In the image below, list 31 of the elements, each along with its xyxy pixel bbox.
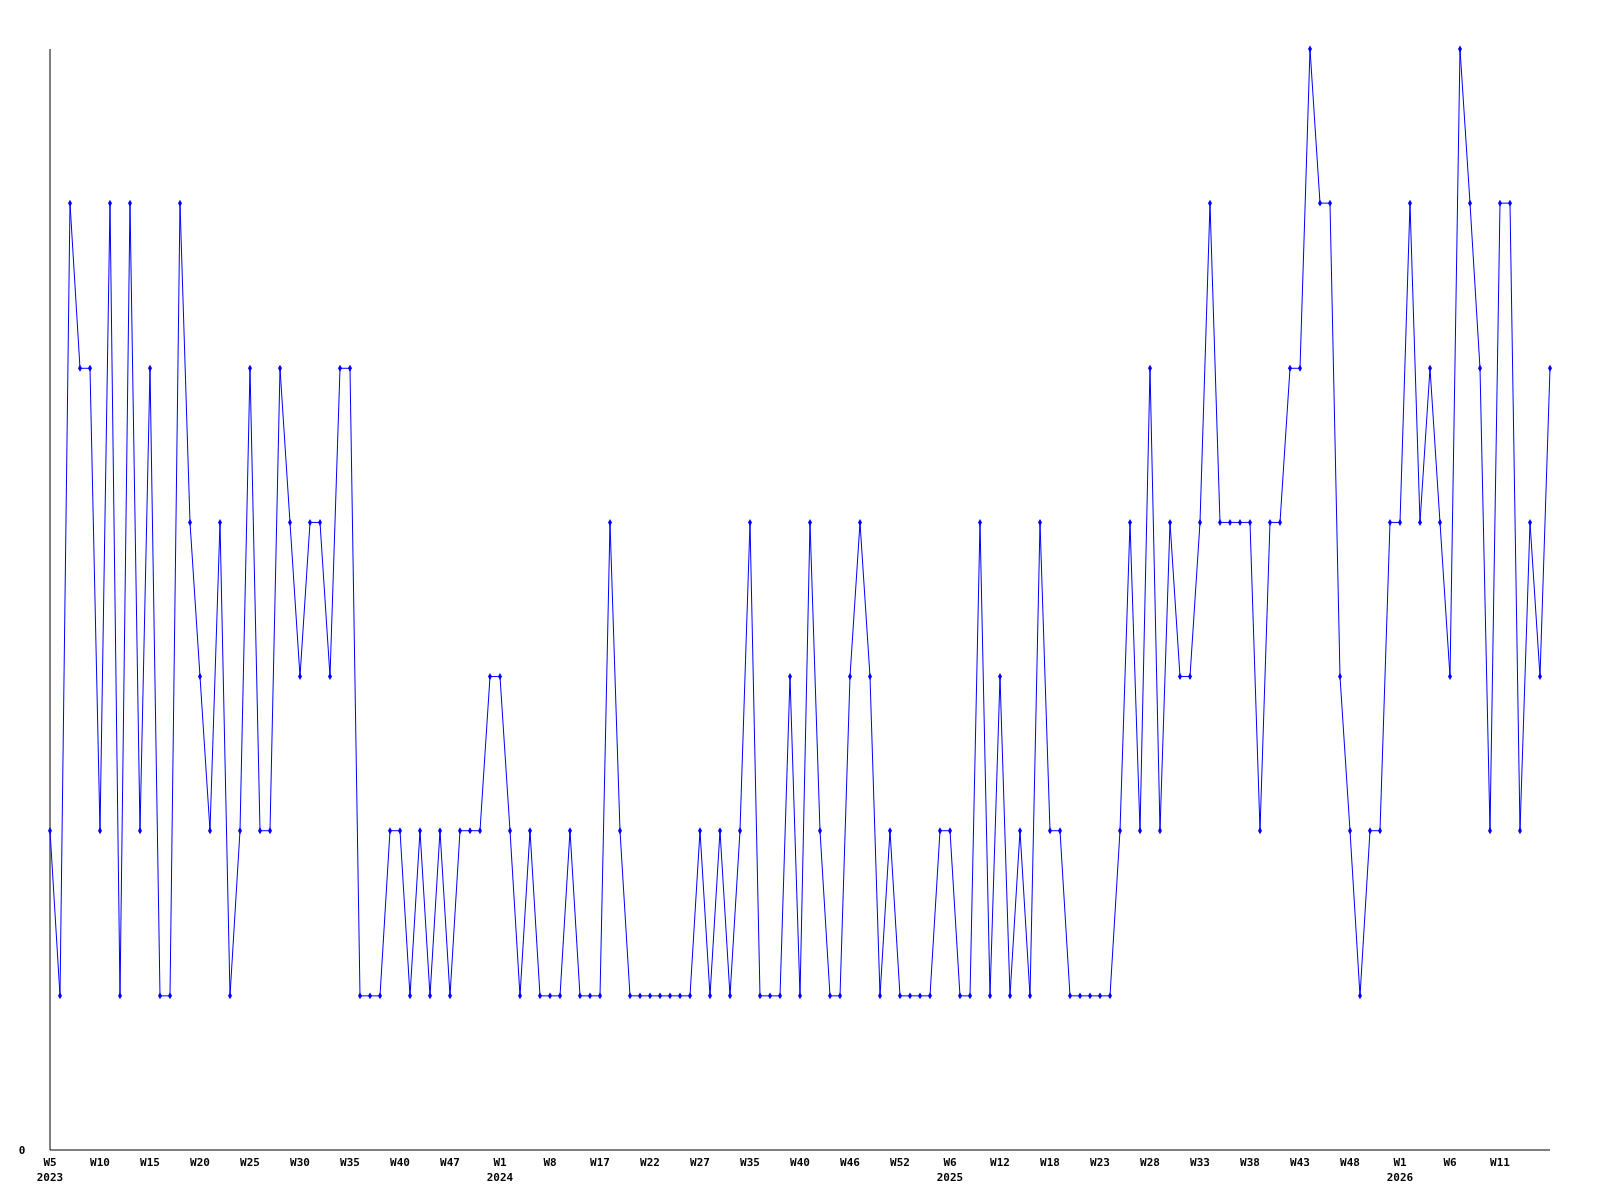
x-tick-label: W35: [340, 1156, 360, 1169]
x-tick-label: W43: [1290, 1156, 1310, 1169]
x-tick-label: W35: [740, 1156, 760, 1169]
x-tick-label: W15: [140, 1156, 160, 1169]
x-tick-label: W47: [440, 1156, 460, 1169]
x-tick-label: W40: [390, 1156, 410, 1169]
x-tick-label: W18: [1040, 1156, 1060, 1169]
x-tick-label: W8: [543, 1156, 557, 1169]
text: 0: [18, 1144, 26, 1157]
x-tick-label: W25: [240, 1156, 260, 1169]
x-tick-label: W38: [1240, 1156, 1260, 1169]
x-tick-label: W1 2024: [486, 1156, 514, 1184]
x-tick-label: W5 2023: [36, 1156, 64, 1184]
x-tick-label: W52: [890, 1156, 910, 1169]
x-tick-label: W1 2026: [1386, 1156, 1414, 1184]
x-tick-label: W6: [1443, 1156, 1457, 1169]
x-tick-label: W17: [590, 1156, 610, 1169]
x-tick-label: W23: [1090, 1156, 1110, 1169]
x-tick-label: W40: [790, 1156, 810, 1169]
x-tick-label: W30: [290, 1156, 310, 1169]
x-tick-label: W27: [690, 1156, 710, 1169]
x-tick-label: W48: [1340, 1156, 1360, 1169]
x-tick-label: W28: [1140, 1156, 1160, 1169]
x-tick-label: W33: [1190, 1156, 1210, 1169]
x-tick-label: W10: [90, 1156, 110, 1169]
x-tick-label: W11: [1490, 1156, 1511, 1169]
x-tick-label: W20: [190, 1156, 210, 1169]
x-tick-label: W6 2025: [936, 1156, 964, 1184]
x-tick-label: W12: [990, 1156, 1010, 1169]
x-tick-label: W46: [840, 1156, 861, 1169]
x-tick-label: W22: [640, 1156, 660, 1169]
